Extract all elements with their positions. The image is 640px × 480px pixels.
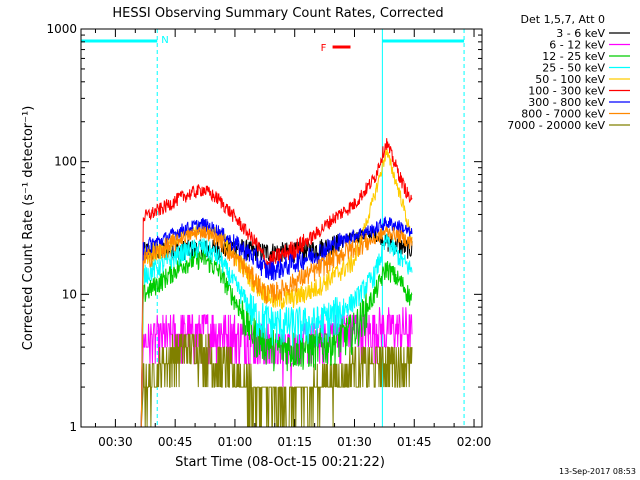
- series-line-300-800-kev: [140, 216, 413, 428]
- x-tick-label: 00:45: [158, 435, 193, 449]
- night-marker-label: N: [161, 35, 168, 46]
- x-axis-label: Start Time (08-Oct-15 00:21:22): [175, 455, 385, 470]
- legend-entry-label: 6 - 12 keV: [549, 39, 605, 52]
- legend-entry-label: 25 - 50 keV: [542, 62, 605, 75]
- y-tick-label: 1: [69, 420, 77, 434]
- legend-entry-label: 800 - 7000 keV: [521, 108, 605, 121]
- legend-entry-label: 12 - 25 keV: [542, 50, 605, 63]
- chart-title: HESSI Observing Summary Count Rates, Cor…: [112, 6, 443, 21]
- plot-frame: [80, 28, 483, 428]
- x-tick-label: 01:30: [337, 435, 372, 449]
- x-tick-label: 00:30: [98, 435, 133, 449]
- flare-marker-label: F: [321, 43, 327, 54]
- x-tick-label: 01:45: [397, 435, 432, 449]
- legend-entry-label: 7000 - 20000 keV: [507, 119, 605, 132]
- legend-entry-label: 100 - 300 keV: [528, 85, 605, 98]
- legend-entry-label: 300 - 800 keV: [528, 96, 605, 109]
- y-axis: 1 10 100 1000: [46, 22, 482, 434]
- x-tick-label: 01:15: [277, 435, 312, 449]
- legend-title: Det 1,5,7, Att 0: [521, 13, 605, 26]
- series-line-800-7000-kev: [140, 226, 413, 428]
- data-series: [140, 138, 413, 428]
- footer-timestamp: 13-Sep-2017 08:53: [559, 467, 636, 476]
- y-tick-label: 1000: [46, 22, 77, 36]
- series-line-25-50-kev: [140, 233, 413, 428]
- x-axis: 00:30 00:45 01:00 01:15 01:30 01:45 02:00: [94, 29, 492, 449]
- legend-entry-label: 3 - 6 keV: [556, 27, 605, 40]
- y-axis-label: Corrected Count Rate (s⁻¹ detector⁻¹): [21, 106, 36, 351]
- x-tick-label: 02:00: [457, 435, 492, 449]
- series-line-100-300-kev: [140, 138, 413, 428]
- x-tick-label: 01:00: [218, 435, 253, 449]
- legend-entry-label: 50 - 100 keV: [535, 73, 605, 86]
- y-tick-label: 10: [62, 287, 77, 301]
- y-tick-label: 100: [54, 155, 77, 169]
